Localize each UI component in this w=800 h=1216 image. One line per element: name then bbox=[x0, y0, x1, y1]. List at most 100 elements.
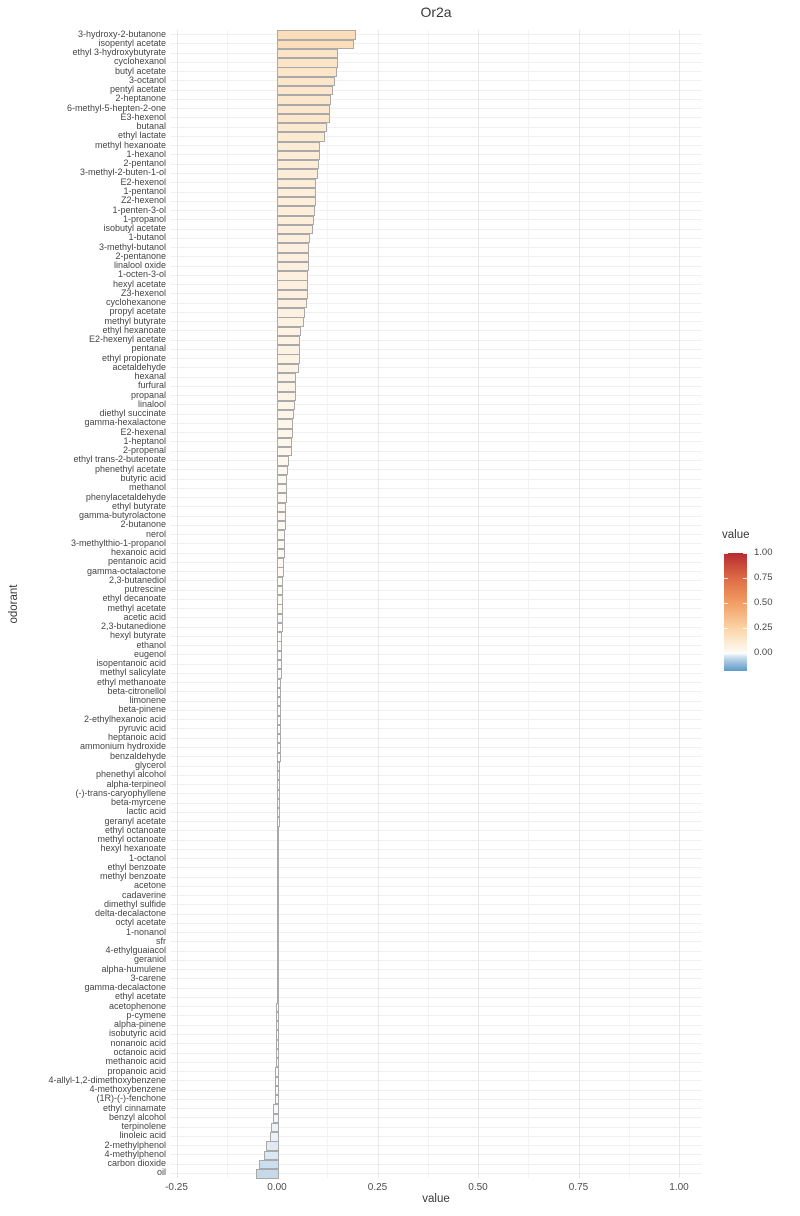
gridline-row bbox=[170, 895, 702, 897]
y-tick-label: ethyl acetate bbox=[114, 991, 166, 1002]
bar bbox=[277, 465, 288, 475]
bar bbox=[277, 391, 296, 401]
bar bbox=[277, 872, 279, 883]
bar bbox=[266, 1141, 279, 1151]
gridline-row bbox=[170, 756, 702, 758]
gridline-row bbox=[170, 1006, 702, 1008]
x-tick-label: 0.00 bbox=[267, 1182, 287, 1193]
gridline-row bbox=[170, 626, 702, 628]
bar bbox=[275, 1039, 279, 1049]
y-tick-label: methyl hexanoate bbox=[94, 139, 166, 150]
gridline-row bbox=[170, 811, 702, 813]
y-tick-label: beta-citronellol bbox=[107, 685, 166, 696]
bar bbox=[277, 502, 287, 512]
y-tick-label: ethyl lactate bbox=[117, 130, 166, 141]
bar bbox=[277, 187, 316, 198]
gridline-row bbox=[170, 858, 702, 860]
bar bbox=[277, 891, 279, 901]
gridline-row bbox=[170, 571, 702, 573]
gridline-row bbox=[170, 200, 702, 202]
bar bbox=[277, 576, 284, 587]
y-tick-label: beta-pinene bbox=[118, 704, 166, 715]
gridline-row bbox=[170, 506, 702, 508]
bar bbox=[277, 706, 281, 716]
gridline-row bbox=[170, 330, 702, 332]
gridline-row bbox=[170, 395, 702, 397]
y-tick-label: 1-nonanol bbox=[125, 926, 166, 937]
gridline-row bbox=[170, 1126, 702, 1128]
gridline-row bbox=[170, 774, 702, 776]
y-tick-label: ethanol bbox=[136, 639, 166, 650]
gridline-row bbox=[170, 126, 702, 128]
gridline-row bbox=[170, 848, 702, 850]
bar bbox=[277, 400, 296, 411]
legend-tick-mark bbox=[743, 653, 747, 654]
gridline-row bbox=[170, 367, 702, 369]
bar bbox=[277, 521, 286, 531]
bar bbox=[277, 567, 284, 577]
bar bbox=[276, 946, 279, 957]
y-tick-label: methanol bbox=[128, 482, 166, 493]
bar bbox=[277, 160, 319, 170]
y-tick-label: acetone bbox=[133, 880, 166, 891]
y-tick-label: pentyl acetate bbox=[109, 84, 166, 95]
bar bbox=[277, 243, 310, 253]
bar bbox=[277, 280, 308, 290]
bar bbox=[277, 326, 301, 337]
gridline-row bbox=[170, 728, 702, 730]
gridline-v-minor bbox=[427, 30, 429, 1178]
gridline-v-minor bbox=[528, 30, 530, 1178]
y-tick-label: 3-hydroxy-2-butanone bbox=[77, 28, 166, 39]
bar bbox=[277, 632, 283, 642]
y-tick-label: 4-methylphenol bbox=[104, 1148, 166, 1159]
gridline-row bbox=[170, 460, 702, 461]
gridline-row bbox=[170, 932, 702, 934]
bar bbox=[277, 789, 280, 799]
gridline-row bbox=[170, 432, 702, 434]
bar bbox=[277, 354, 300, 364]
bar bbox=[277, 419, 294, 429]
y-tick-label: hexyl hexanoate bbox=[100, 843, 166, 854]
y-tick-label: eugenol bbox=[133, 648, 166, 659]
y-axis-title: odorant bbox=[8, 584, 20, 624]
bar bbox=[277, 734, 281, 744]
legend-tick-label: 1.00 bbox=[754, 547, 773, 558]
y-tick-label: 1-octanol bbox=[128, 852, 166, 863]
gridline-row bbox=[170, 1154, 702, 1156]
bar bbox=[274, 1095, 279, 1105]
bar bbox=[277, 150, 320, 161]
bar bbox=[277, 363, 300, 374]
bar bbox=[277, 687, 282, 698]
bar bbox=[277, 743, 281, 753]
bar bbox=[275, 1076, 279, 1086]
gridline-row bbox=[170, 265, 702, 267]
y-tick-label: propanal bbox=[130, 389, 166, 400]
gridline-row bbox=[170, 747, 702, 748]
bar bbox=[277, 372, 297, 383]
bar bbox=[277, 289, 308, 300]
gridline-row bbox=[170, 154, 702, 156]
y-tick-label: 6-methyl-5-hepten-2-one bbox=[66, 102, 166, 113]
gridline-row bbox=[170, 959, 702, 961]
bar bbox=[277, 530, 286, 540]
gridline-row bbox=[170, 274, 702, 276]
y-tick-label: methyl benzoate bbox=[99, 871, 166, 882]
bar bbox=[276, 1030, 279, 1040]
x-axis-title: value bbox=[422, 1193, 450, 1205]
bar bbox=[277, 484, 288, 494]
y-tick-label: isobutyric acid bbox=[108, 1028, 166, 1039]
y-tick-label: ethyl methanoate bbox=[96, 676, 166, 687]
gridline-row bbox=[170, 478, 702, 480]
y-tick-label: hexyl acetate bbox=[112, 278, 166, 289]
gridline-row bbox=[170, 1117, 702, 1119]
gridline-row bbox=[170, 191, 702, 193]
y-tick-label: gamma-butyrolactone bbox=[78, 510, 166, 521]
chart-title: Or2a bbox=[420, 4, 452, 20]
bar bbox=[277, 854, 280, 864]
gridline-row bbox=[170, 672, 702, 674]
gridline-row bbox=[170, 589, 702, 591]
gridline-row bbox=[170, 237, 702, 239]
gridline-v-major bbox=[377, 30, 379, 1178]
gridline-row bbox=[170, 210, 702, 212]
